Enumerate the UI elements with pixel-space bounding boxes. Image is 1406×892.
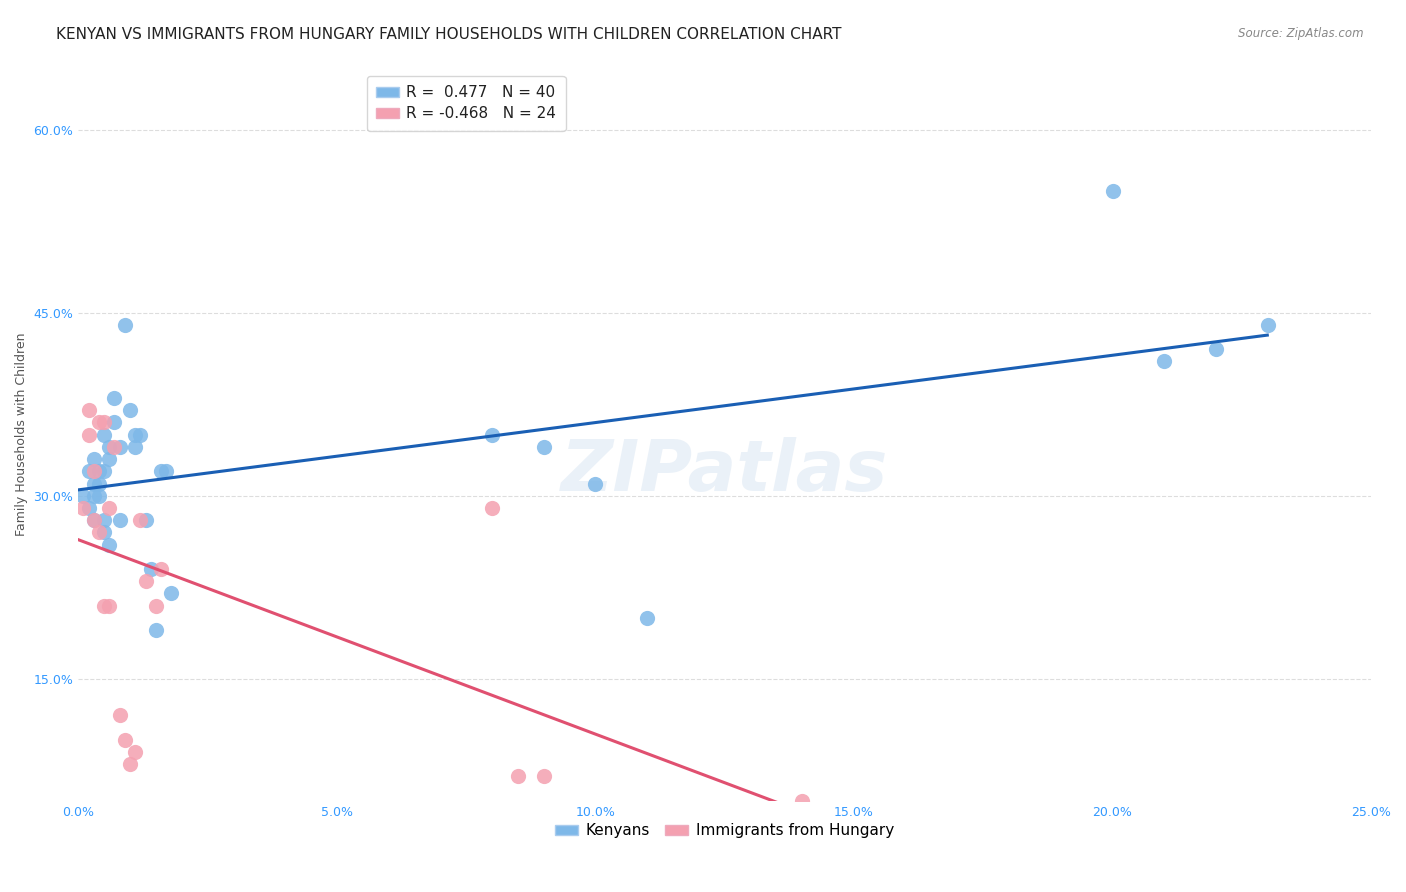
Point [98, 452, 121, 467]
Point [155, 464, 177, 478]
Text: ZIPatlas: ZIPatlas [561, 437, 889, 506]
Point [93, 513, 115, 527]
Point [118, 757, 141, 772]
Point [83, 489, 105, 503]
Point [83, 464, 105, 478]
Point [87, 525, 110, 540]
Point [1101, 184, 1123, 198]
Point [1257, 318, 1279, 332]
Point [108, 440, 131, 454]
Point [83, 452, 105, 467]
Point [93, 599, 115, 613]
Point [77, 403, 100, 417]
Point [108, 513, 131, 527]
Point [77, 427, 100, 442]
Point [129, 427, 152, 442]
Point [124, 427, 146, 442]
Point [98, 500, 121, 515]
Point [145, 623, 167, 637]
Point [83, 513, 105, 527]
Point [1153, 354, 1175, 368]
Point [129, 513, 152, 527]
Point [134, 513, 156, 527]
Text: Source: ZipAtlas.com: Source: ZipAtlas.com [1239, 27, 1364, 40]
Text: KENYAN VS IMMIGRANTS FROM HUNGARY FAMILY HOUSEHOLDS WITH CHILDREN CORRELATION CH: KENYAN VS IMMIGRANTS FROM HUNGARY FAMILY… [56, 27, 842, 42]
Point [481, 427, 503, 442]
Point [77, 500, 100, 515]
Point [87, 476, 110, 491]
Point [103, 391, 125, 405]
Point [533, 440, 555, 454]
Point [139, 562, 162, 576]
Point [481, 500, 503, 515]
Point [124, 440, 146, 454]
Point [87, 416, 110, 430]
Legend: Kenyans, Immigrants from Hungary: Kenyans, Immigrants from Hungary [550, 817, 900, 845]
Point [583, 476, 606, 491]
Point [118, 403, 141, 417]
Point [103, 440, 125, 454]
Point [108, 708, 131, 723]
Y-axis label: Family Households with Children: Family Households with Children [15, 333, 28, 536]
Point [114, 318, 136, 332]
Point [150, 464, 173, 478]
Point [792, 794, 814, 808]
Point [98, 599, 121, 613]
Point [93, 416, 115, 430]
Point [87, 464, 110, 478]
Point [93, 464, 115, 478]
Point [83, 513, 105, 527]
Point [93, 427, 115, 442]
Point [72, 500, 94, 515]
Point [160, 586, 183, 600]
Point [77, 464, 100, 478]
Point [98, 537, 121, 551]
Point [150, 562, 173, 576]
Point [533, 769, 555, 783]
Point [114, 732, 136, 747]
Point [506, 769, 529, 783]
Point [103, 416, 125, 430]
Point [72, 489, 94, 503]
Point [134, 574, 156, 589]
Point [93, 525, 115, 540]
Point [124, 745, 146, 759]
Point [83, 476, 105, 491]
Point [145, 599, 167, 613]
Point [636, 611, 658, 625]
Point [98, 440, 121, 454]
Point [87, 489, 110, 503]
Point [1205, 343, 1227, 357]
